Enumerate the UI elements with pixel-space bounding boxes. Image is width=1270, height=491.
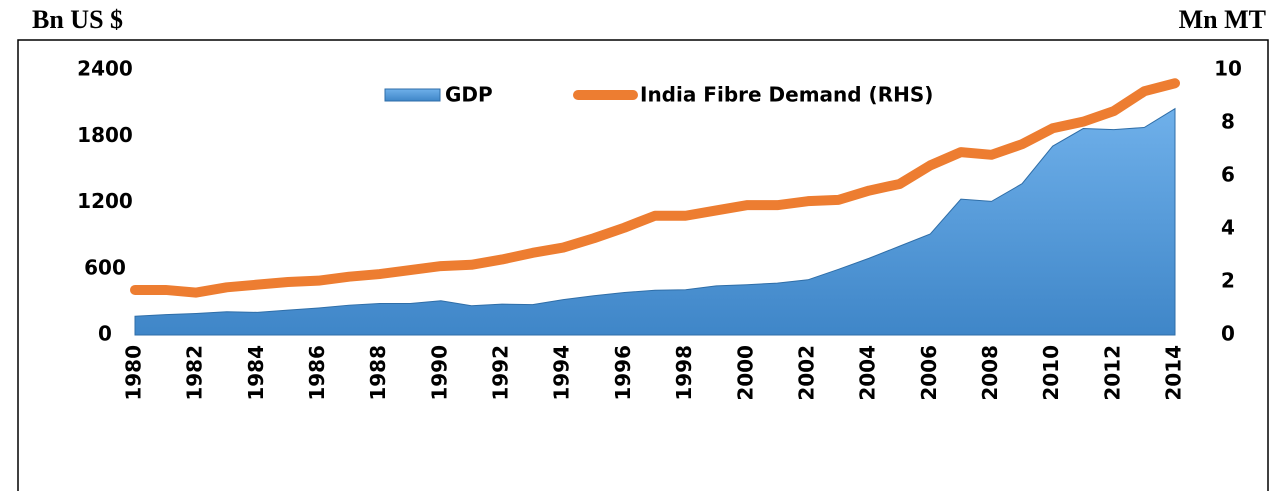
x-tick-label: 2008 — [978, 345, 1002, 401]
area — [134, 107, 1176, 336]
x-tick-label: 1986 — [305, 345, 329, 401]
x-tick-label: 2014 — [1162, 345, 1186, 401]
x-tick-label: 2002 — [794, 345, 818, 401]
x-tick-label: 2000 — [733, 345, 757, 401]
y-axis-title: Bn US $ — [32, 5, 123, 34]
frame — [17, 39, 1269, 491]
y-tick-label: 0 — [98, 322, 112, 346]
x-tick-label: 2006 — [917, 345, 941, 401]
y2-tick-label: 0 — [1221, 322, 1235, 346]
legend-label: India Fibre Demand (RHS) — [640, 83, 933, 107]
y2-axis-title: Mn MT — [1179, 5, 1266, 34]
x-tick-label: 1984 — [244, 345, 268, 401]
line — [130, 78, 1180, 298]
legend-swatch — [384, 88, 441, 102]
x-tick-label: 1994 — [550, 345, 574, 401]
y-tick-label: 1800 — [77, 123, 133, 147]
y2-tick-label: 6 — [1221, 163, 1235, 187]
x-tick-label: 1990 — [427, 345, 451, 401]
x-tick-label: 2012 — [1100, 345, 1124, 401]
y2-tick-label: 10 — [1214, 57, 1242, 81]
legend-label: GDP — [445, 83, 493, 107]
x-tick-label: 1982 — [183, 345, 207, 401]
x-tick-label: 1980 — [122, 345, 146, 401]
y2-tick-label: 4 — [1221, 216, 1235, 240]
x-tick-label: 1988 — [366, 345, 390, 401]
y-tick-label: 2400 — [77, 57, 133, 81]
y-tick-label: 600 — [84, 255, 126, 279]
x-tick-label: 2004 — [856, 345, 880, 401]
x-tick-label: 2010 — [1039, 345, 1063, 401]
y-tick-label: 1200 — [77, 189, 133, 213]
y2-tick-label: 8 — [1221, 110, 1235, 134]
x-tick-label: 1996 — [611, 345, 635, 401]
x-tick-label: 1998 — [672, 345, 696, 401]
y2-tick-label: 2 — [1221, 269, 1235, 293]
x-tick-label: 1992 — [489, 345, 513, 401]
